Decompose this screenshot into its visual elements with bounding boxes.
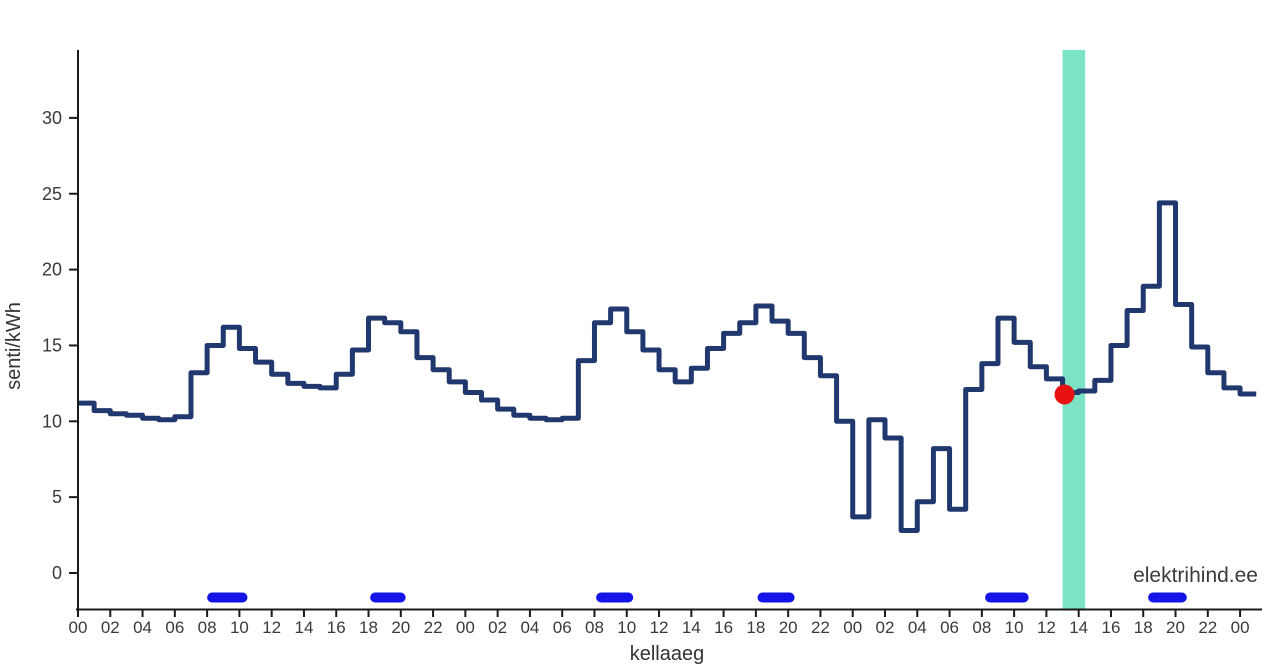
price-step-line (78, 200, 1257, 534)
x-tick-label: 00 (69, 618, 88, 637)
x-tick-label: 22 (811, 618, 830, 637)
x-tick-label: 08 (585, 618, 604, 637)
x-tick-label: 00 (1231, 618, 1250, 637)
x-tick-label: 20 (391, 618, 410, 637)
x-tick-label: 20 (779, 618, 798, 637)
x-tick-label: 00 (456, 618, 475, 637)
x-tick-label: 02 (488, 618, 507, 637)
y-tick-label: 30 (42, 108, 62, 128)
x-tick-label: 12 (1037, 618, 1056, 637)
y-tick-label: 10 (42, 411, 62, 431)
y-tick-label: 15 (42, 335, 62, 355)
x-tick-label: 10 (617, 618, 636, 637)
x-tick-label: 04 (520, 618, 539, 637)
x-tick-label: 14 (294, 618, 313, 637)
cheap-hours-marker (596, 592, 634, 603)
x-tick-label: 04 (133, 618, 152, 637)
y-tick-label: 0 (52, 563, 62, 583)
x-tick-label: 08 (972, 618, 991, 637)
x-tick-label: 02 (101, 618, 120, 637)
y-tick-label: 5 (52, 487, 62, 507)
y-axis-title: senti/kWh (3, 302, 25, 390)
cheap-hours-marker (985, 592, 1029, 603)
cheap-hours-marker (1148, 592, 1187, 603)
x-tick-label: 02 (876, 618, 895, 637)
x-tick-label: 06 (940, 618, 959, 637)
x-tick-label: 14 (1069, 618, 1088, 637)
x-tick-label: 08 (198, 618, 217, 637)
x-tick-label: 22 (1198, 618, 1217, 637)
x-tick-label: 12 (262, 618, 281, 637)
x-tick-label: 06 (553, 618, 572, 637)
x-tick-label: 18 (359, 618, 378, 637)
x-tick-label: 06 (165, 618, 184, 637)
y-tick-label: 20 (42, 260, 62, 280)
x-tick-label: 18 (746, 618, 765, 637)
x-axis-title: kellaaeg (629, 643, 705, 665)
cheap-hours-marker (370, 592, 406, 603)
site-watermark: elektrihind.ee (1133, 564, 1258, 587)
x-tick-label: 04 (908, 618, 927, 637)
x-tick-label: 22 (424, 618, 443, 637)
x-tick-label: 16 (714, 618, 733, 637)
y-tick-label: 25 (42, 184, 62, 204)
current-price-dot (1054, 384, 1075, 405)
x-tick-label: 18 (1134, 618, 1153, 637)
x-tick-label: 10 (1005, 618, 1024, 637)
cheap-hours-marker (757, 592, 795, 603)
x-tick-label: 00 (843, 618, 862, 637)
x-tick-label: 16 (327, 618, 346, 637)
x-tick-label: 20 (1166, 618, 1185, 637)
cheap-hours-marker (207, 592, 248, 603)
current-time-band (1062, 50, 1086, 610)
x-tick-label: 16 (1101, 618, 1120, 637)
x-tick-label: 12 (650, 618, 669, 637)
x-tick-label: 10 (230, 618, 249, 637)
x-tick-label: 14 (682, 618, 701, 637)
